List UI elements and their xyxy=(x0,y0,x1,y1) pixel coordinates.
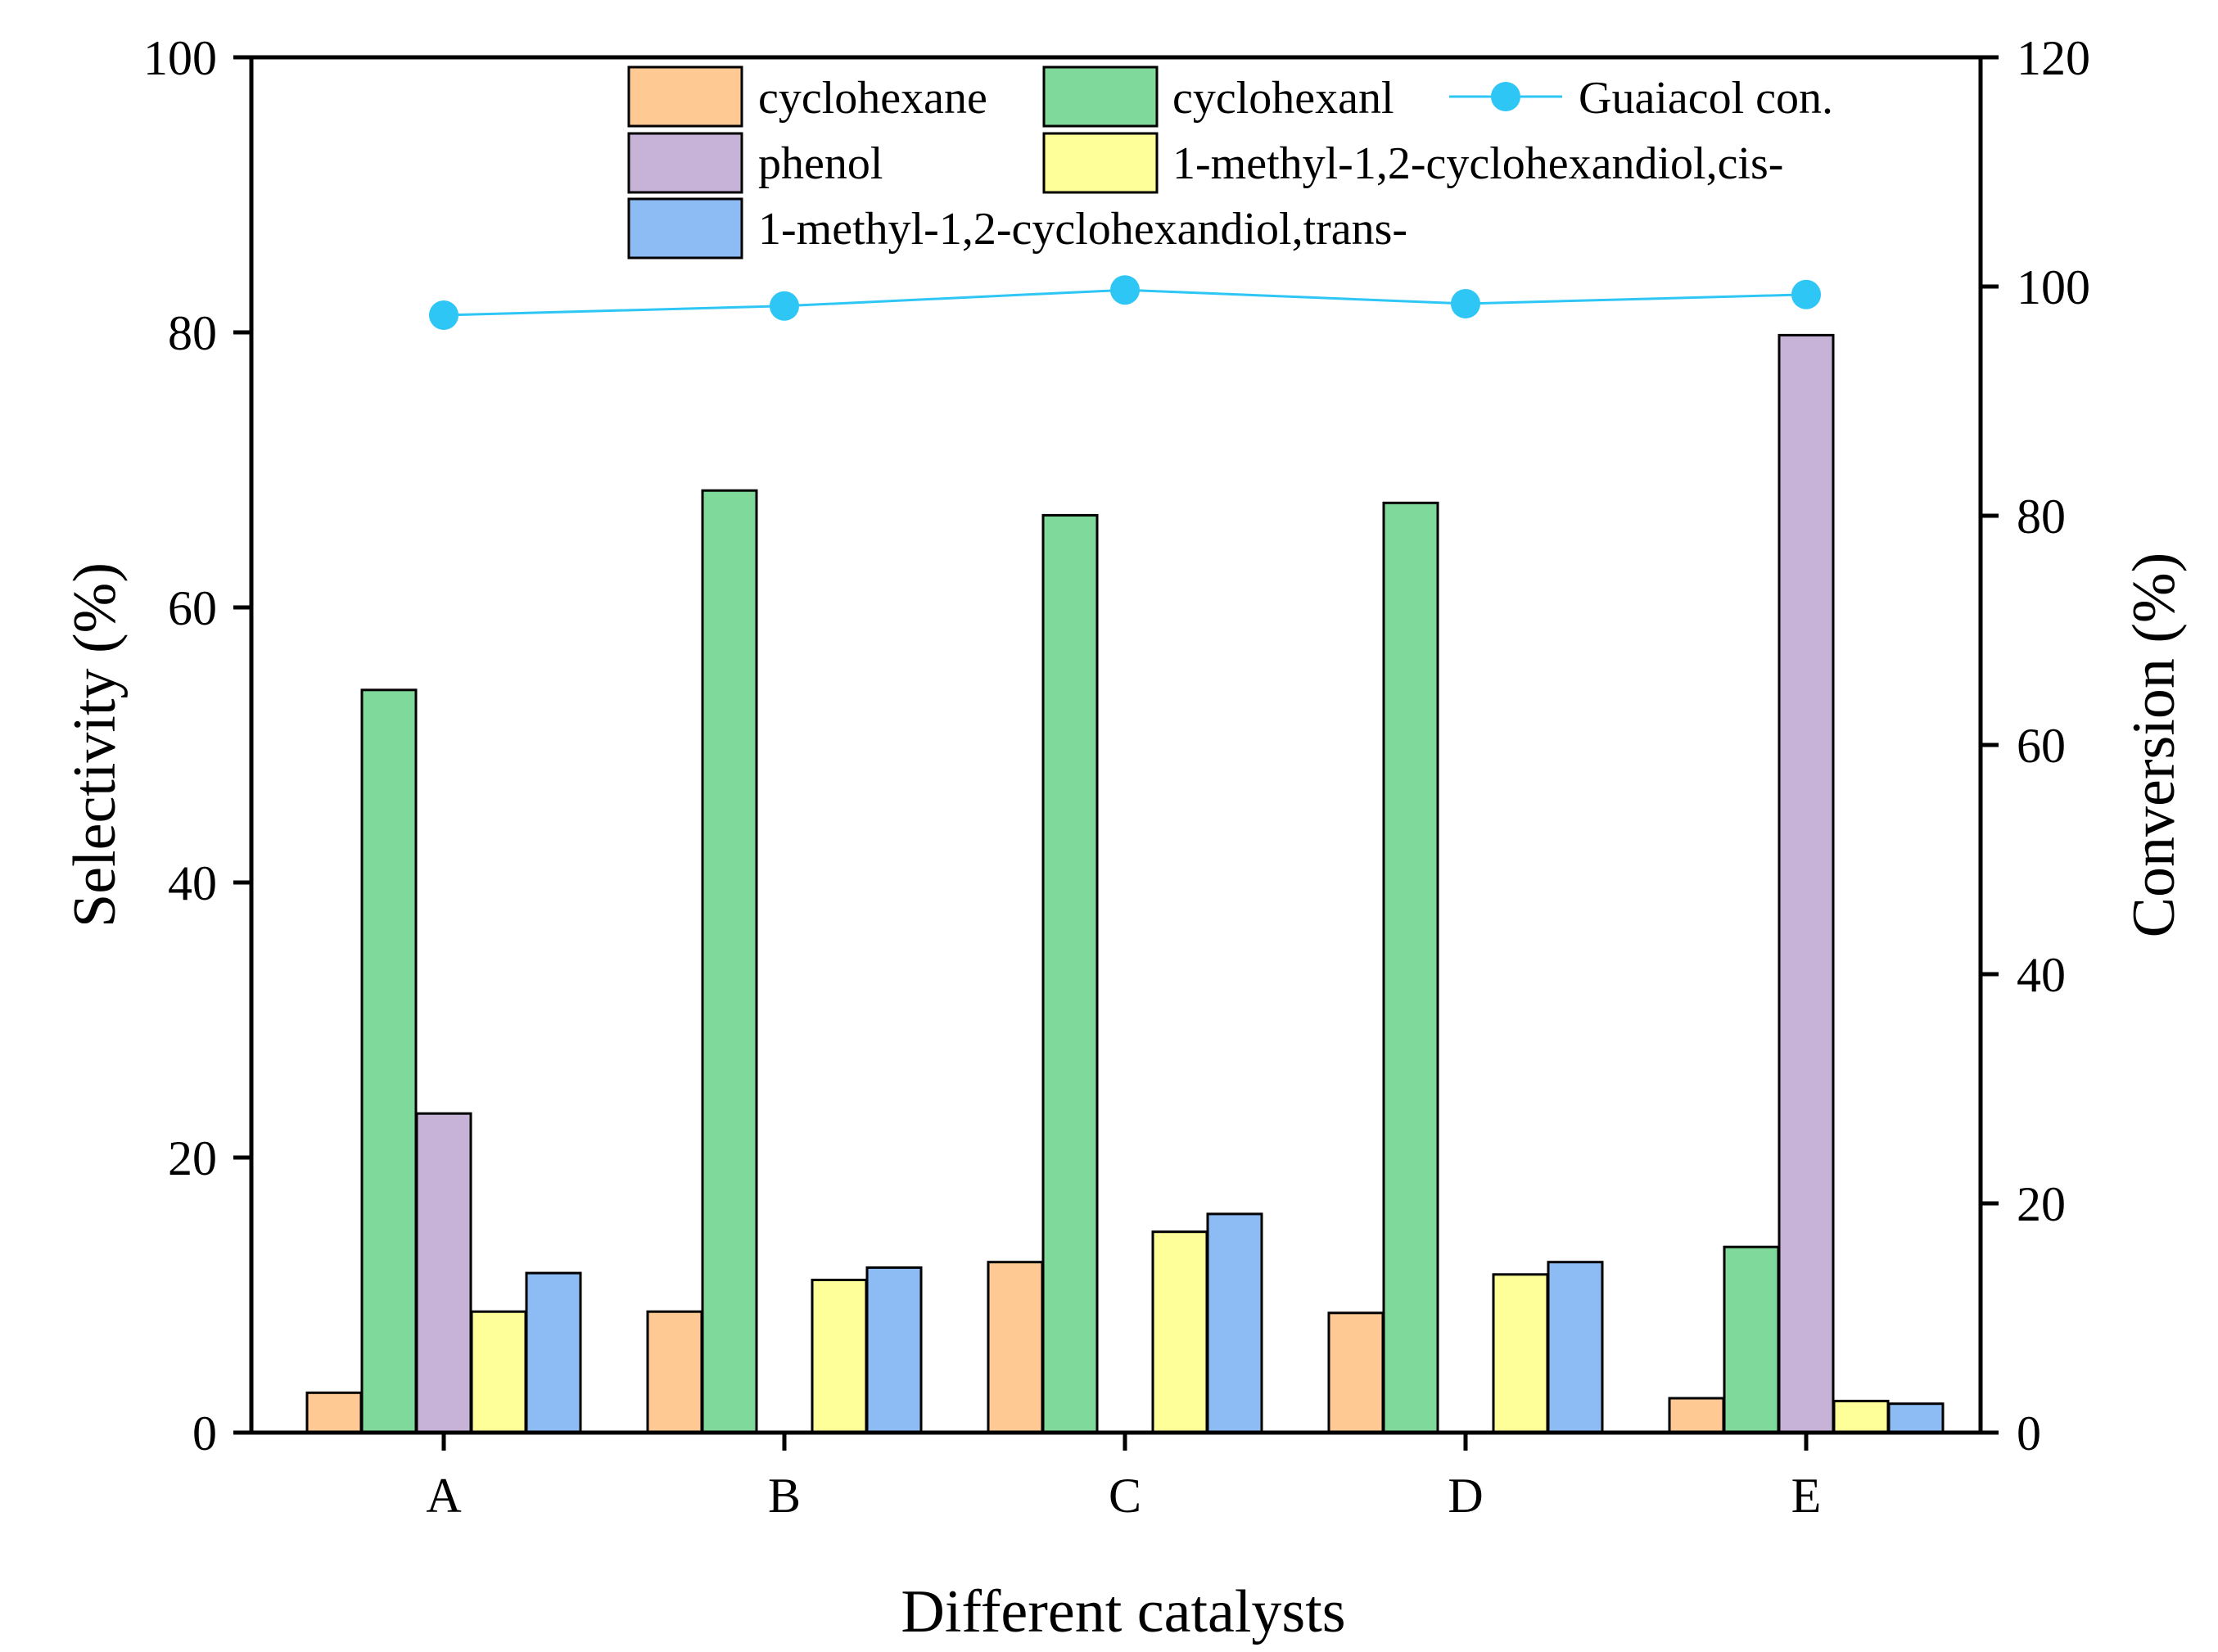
bar-1-methyl-1-2-cyclohexandiol-cis-d xyxy=(1492,1273,1549,1434)
conversion-line-layer xyxy=(429,275,1821,330)
y2-tick-label: 120 xyxy=(2017,31,2090,85)
bar-1-methyl-1-2-cyclohexandiol-cis-c xyxy=(1151,1230,1208,1434)
bar-phenol-e xyxy=(1778,333,1835,1434)
bar-cyclohexanl-a xyxy=(360,688,418,1434)
bar-1-methyl-1-2-cyclohexandiol-trans-d xyxy=(1547,1261,1604,1434)
bar-cyclohexane-d xyxy=(1327,1311,1385,1434)
bar-cyclohexanl-c xyxy=(1041,513,1099,1434)
bar-1-methyl-1-2-cyclohexandiol-trans-b xyxy=(865,1266,923,1434)
y-tick-label: 20 xyxy=(168,1131,217,1185)
legend-label-guaiacol: Guaiacol con. xyxy=(1579,73,1833,124)
bar-cyclohexane-a xyxy=(305,1391,363,1434)
y2-tick-label: 20 xyxy=(2017,1177,2066,1231)
bar-cyclohexanl-d xyxy=(1382,501,1439,1434)
legend-swatch-phenol xyxy=(627,132,743,194)
y2-tick-label: 60 xyxy=(2017,719,2066,773)
bar-1-methyl-1-2-cyclohexandiol-trans-c xyxy=(1206,1212,1263,1434)
legend-label-phenol: phenol xyxy=(758,138,883,189)
y-tick-label: 40 xyxy=(168,856,217,910)
y-tick-label: 0 xyxy=(192,1406,217,1460)
legend-swatch-trans xyxy=(627,197,743,260)
x-tick-label-d: D xyxy=(1448,1469,1483,1523)
bars-layer xyxy=(305,333,1945,1434)
y2-tick-label: 40 xyxy=(2017,948,2066,1002)
bar-cyclohexane-c xyxy=(987,1261,1044,1434)
legend-label-cyclohexanl: cyclohexanl xyxy=(1172,73,1394,124)
x-axis-title: Different catalysts xyxy=(901,1578,1345,1645)
x-tick-label-c: C xyxy=(1109,1469,1141,1523)
y-tick-label: 100 xyxy=(143,31,217,85)
axes-layer: 0 20 40 60 80 100 0 20 40 60 80 100 120 A B C D E xyxy=(143,31,2090,1523)
bar-cyclohexane-b xyxy=(646,1310,703,1434)
conversion-point-e xyxy=(1791,279,1821,309)
y2-tick-label: 80 xyxy=(2017,490,2066,544)
bar-cyclohexanl-e xyxy=(1723,1245,1780,1434)
bar-1-methyl-1-2-cyclohexandiol-cis-b xyxy=(811,1279,868,1434)
y2-tick-label: 0 xyxy=(2017,1406,2041,1460)
legend-label-trans: 1-methyl-1,2-cyclohexandiol,trans- xyxy=(758,204,1407,255)
bar-1-methyl-1-2-cyclohexandiol-trans-a xyxy=(525,1271,582,1434)
y-tick-label: 80 xyxy=(168,306,217,360)
x-tick-label-e: E xyxy=(1791,1469,1822,1523)
bar-cyclohexane-e xyxy=(1668,1397,1725,1434)
legend-label-cis: 1-methyl-1,2-cyclohexandiol,cis- xyxy=(1172,138,1783,189)
bar-1-methyl-1-2-cyclohexandiol-cis-e xyxy=(1832,1399,1890,1434)
legend-label-cyclohexane: cyclohexane xyxy=(758,73,987,124)
y2-axis-title: Conversion (%) xyxy=(2121,553,2188,938)
plot-frame xyxy=(249,55,1983,1435)
bar-1-methyl-1-2-cyclohexandiol-cis-a xyxy=(470,1310,527,1434)
legend-swatch-cyclohexane xyxy=(627,65,743,128)
y-axis-title: Selectivity (%) xyxy=(61,562,129,928)
y2-tick-label: 100 xyxy=(2017,260,2090,314)
conversion-point-a xyxy=(429,300,459,330)
x-tick-label-b: B xyxy=(768,1469,801,1523)
legend-swatch-cis xyxy=(1042,132,1159,194)
x-tick-label-a: A xyxy=(426,1469,461,1523)
bar-phenol-a xyxy=(415,1112,472,1434)
legend: cyclohexane cyclohexanl Guaiacol con. ph… xyxy=(627,65,1833,260)
bar-1-methyl-1-2-cyclohexandiol-trans-e xyxy=(1887,1402,1945,1434)
legend-marker-guaiacol xyxy=(1491,82,1520,111)
y-tick-label: 60 xyxy=(168,581,217,635)
legend-swatch-cyclohexanl xyxy=(1042,65,1159,128)
conversion-point-c xyxy=(1110,275,1140,305)
conversion-point-b xyxy=(770,291,799,321)
bar-cyclohexanl-b xyxy=(701,489,758,1434)
conversion-point-d xyxy=(1451,289,1480,318)
